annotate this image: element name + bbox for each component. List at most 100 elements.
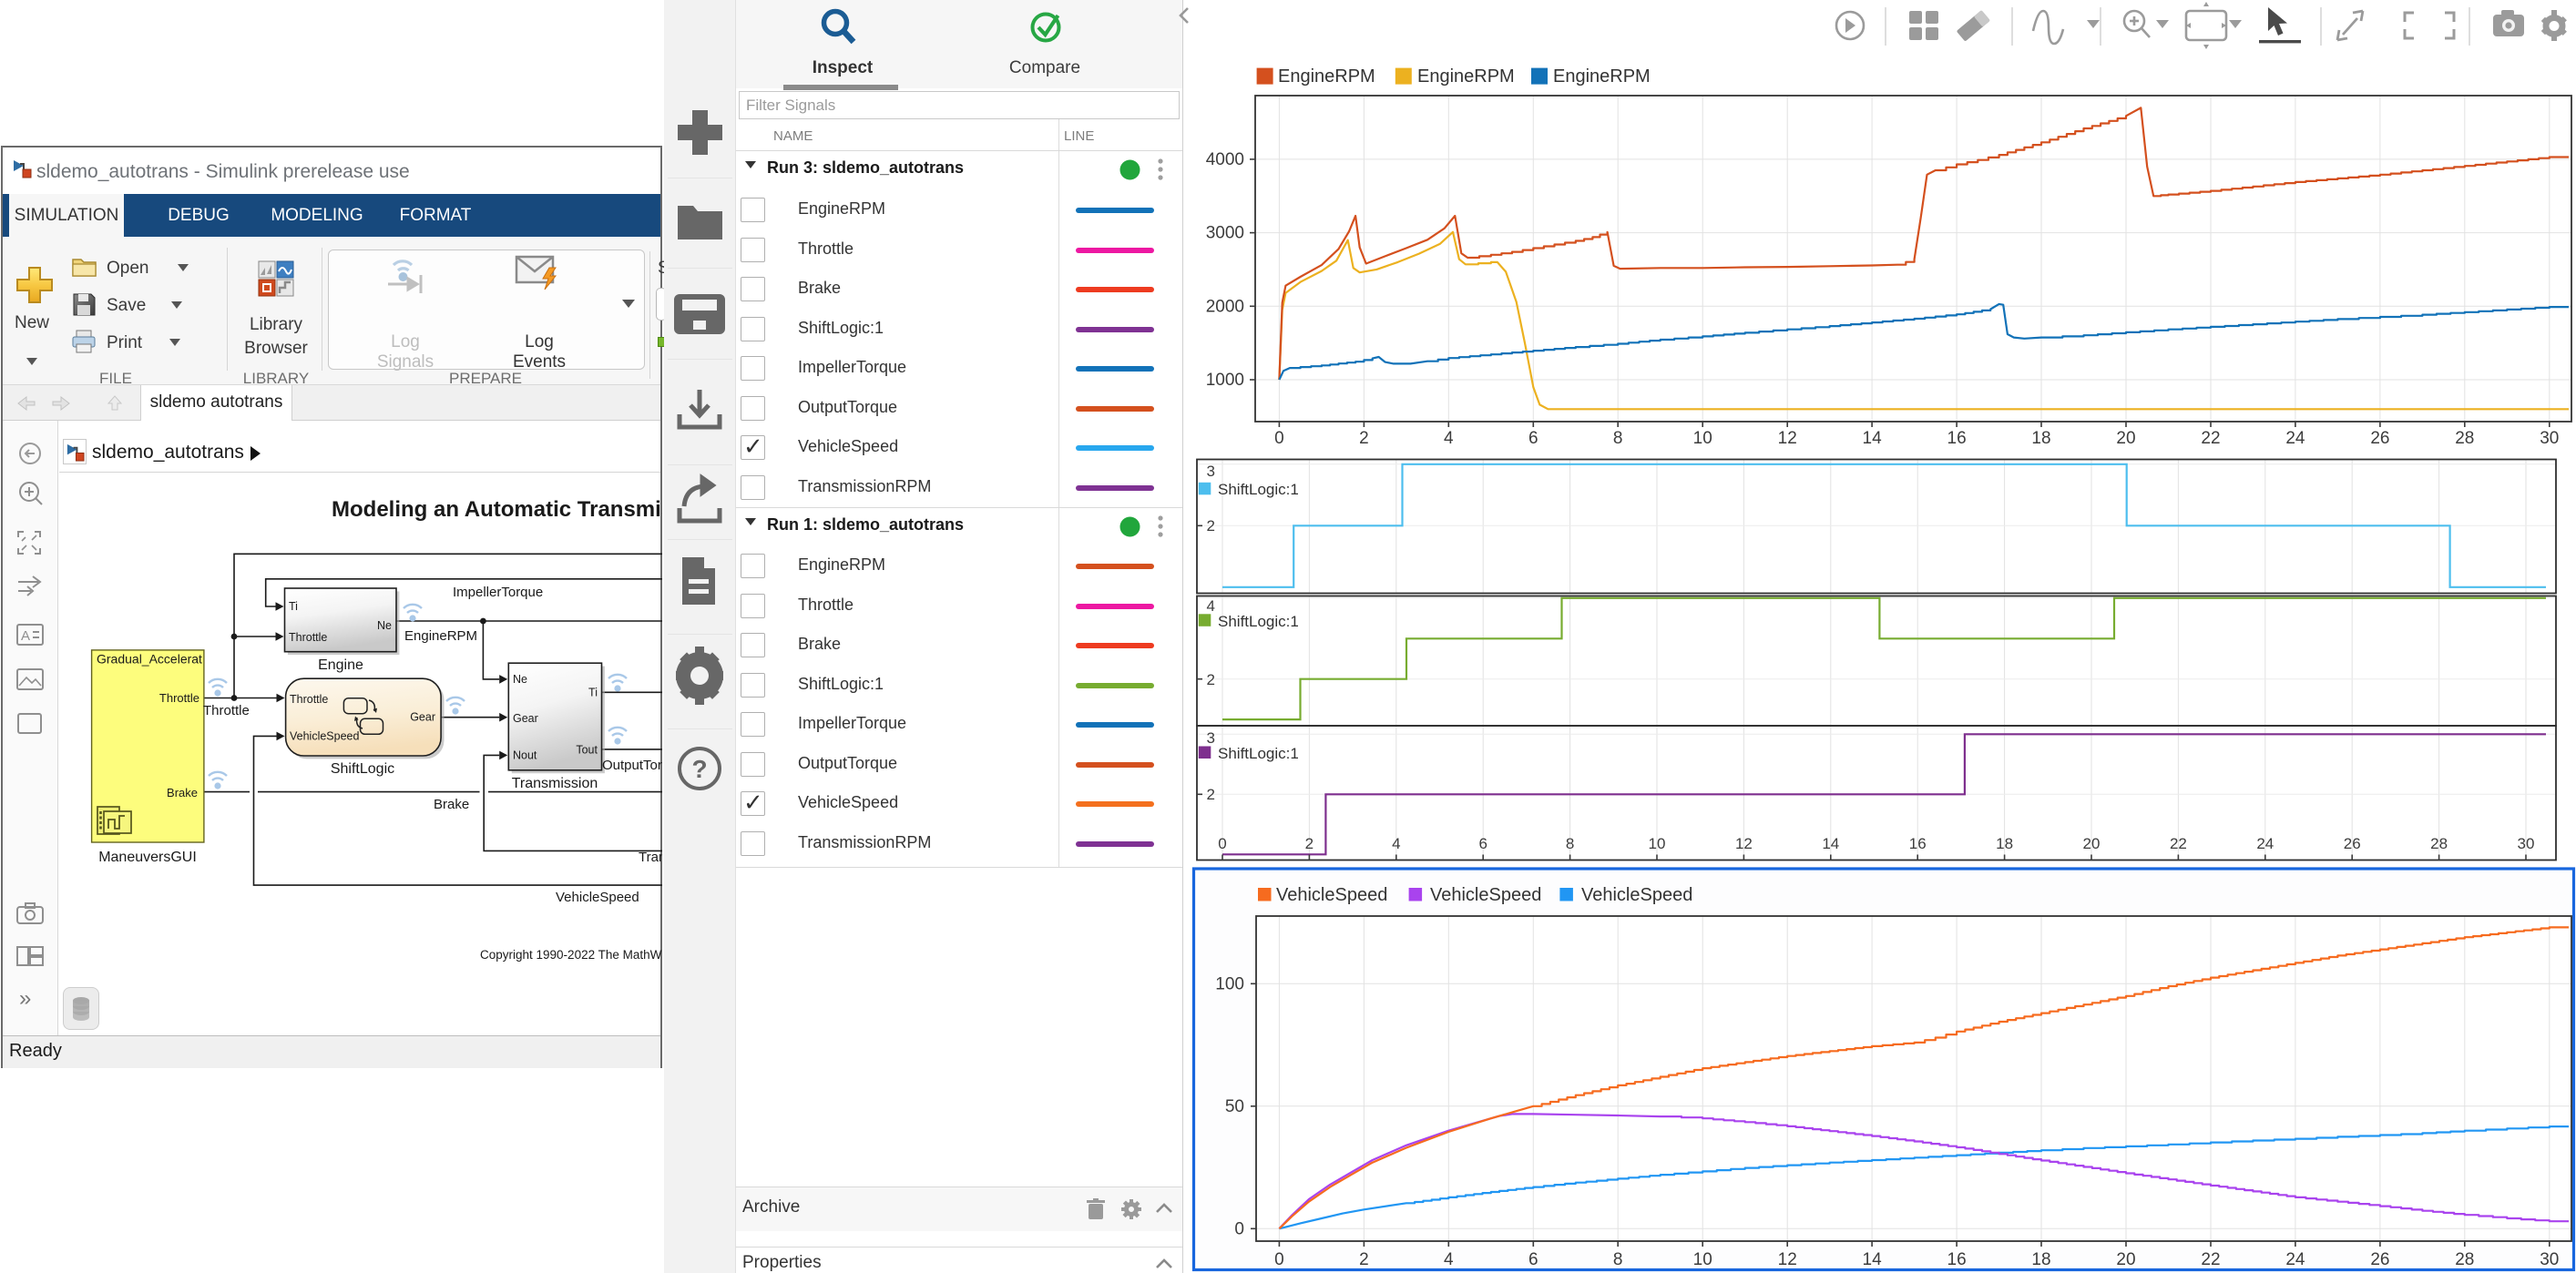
svg-text:VehicleSpeed: VehicleSpeed (556, 890, 639, 905)
svg-text:14: 14 (1863, 429, 1883, 448)
svg-text:Throttle: Throttle (159, 691, 199, 705)
svg-text:ImpellerTorque: ImpellerTorque (453, 585, 543, 600)
svg-text:2: 2 (1359, 429, 1369, 448)
svg-text:Modeling an Automatic Transmis: Modeling an Automatic Transmission (332, 497, 662, 522)
svg-text:Gear: Gear (410, 711, 435, 724)
svg-text:2: 2 (1359, 1250, 1369, 1269)
svg-text:2: 2 (1207, 786, 1215, 803)
svg-text:3000: 3000 (1206, 224, 1244, 243)
svg-text:Ne: Ne (513, 673, 527, 686)
svg-text:14: 14 (1863, 1250, 1883, 1269)
svg-text:4: 4 (1392, 835, 1400, 852)
svg-text:8: 8 (1566, 835, 1574, 852)
svg-text:Throttle: Throttle (290, 693, 328, 706)
svg-text:EngineRPM: EngineRPM (404, 628, 477, 644)
svg-text:4: 4 (1444, 1250, 1454, 1269)
svg-text:VehicleSpeed: VehicleSpeed (1581, 885, 1692, 905)
svg-text:20: 20 (2116, 1250, 2135, 1269)
svg-text:ShiftLogic:1: ShiftLogic:1 (1218, 745, 1299, 762)
svg-text:0: 0 (1274, 1250, 1284, 1269)
svg-text:Engine: Engine (318, 657, 363, 673)
svg-text:30: 30 (2518, 835, 2535, 852)
svg-text:6: 6 (1478, 835, 1487, 852)
svg-text:10: 10 (1693, 1250, 1712, 1269)
svg-text:ManeuversGUI: ManeuversGUI (98, 850, 197, 865)
svg-text:6: 6 (1528, 1250, 1538, 1269)
svg-text:28: 28 (2455, 429, 2474, 448)
svg-text:24: 24 (2256, 835, 2274, 852)
svg-text:16: 16 (1947, 429, 1967, 448)
svg-text:TransmissionRPM: TransmissionRPM (639, 850, 662, 865)
svg-text:18: 18 (2031, 429, 2050, 448)
svg-text:4: 4 (1444, 429, 1454, 448)
svg-text:12: 12 (1735, 835, 1753, 852)
svg-text:Brake: Brake (167, 786, 198, 799)
svg-text:Tout: Tout (576, 744, 598, 757)
svg-text:10: 10 (1649, 835, 1666, 852)
svg-text:30: 30 (2540, 1250, 2559, 1269)
svg-text:12: 12 (1778, 1250, 1797, 1269)
svg-text:Gear: Gear (513, 712, 538, 725)
svg-text:EngineRPM: EngineRPM (1278, 66, 1375, 87)
svg-text:28: 28 (2455, 1250, 2474, 1269)
svg-text:Throttle: Throttle (289, 631, 327, 644)
svg-text:8: 8 (1613, 429, 1623, 448)
svg-text:Throttle: Throttle (203, 703, 250, 718)
svg-text:EngineRPM: EngineRPM (1553, 66, 1651, 87)
svg-text:100: 100 (1215, 974, 1244, 993)
svg-text:20: 20 (2116, 429, 2135, 448)
svg-text:22: 22 (2201, 429, 2220, 448)
svg-text:Gradual_Accelerat: Gradual_Accelerat (97, 652, 202, 667)
svg-text:26: 26 (2370, 429, 2389, 448)
svg-text:3: 3 (1207, 729, 1215, 747)
svg-text:22: 22 (2170, 835, 2187, 852)
svg-text:24: 24 (2285, 429, 2305, 448)
svg-text:Ne: Ne (377, 619, 392, 632)
svg-text:2000: 2000 (1206, 297, 1244, 316)
svg-text:EngineRPM: EngineRPM (1417, 66, 1515, 87)
svg-text:Ti: Ti (588, 687, 598, 699)
svg-text:Copyright 1990-2022 The MathW: Copyright 1990-2022 The MathW (480, 948, 662, 962)
svg-text:14: 14 (1822, 835, 1839, 852)
svg-text:30: 30 (2540, 429, 2559, 448)
svg-text:VehicleSpeed: VehicleSpeed (290, 730, 360, 743)
svg-text:OutputTorque: OutputTorque (602, 758, 662, 773)
svg-text:20: 20 (2083, 835, 2101, 852)
svg-text:2: 2 (1305, 835, 1314, 852)
svg-text:22: 22 (2201, 1250, 2220, 1269)
svg-text:26: 26 (2370, 1250, 2389, 1269)
svg-text:Brake: Brake (434, 797, 469, 812)
svg-text:2: 2 (1207, 517, 1215, 535)
svg-text:16: 16 (1947, 1250, 1967, 1269)
svg-text:10: 10 (1693, 429, 1712, 448)
svg-text:VehicleSpeed: VehicleSpeed (1276, 885, 1387, 905)
svg-text:18: 18 (1996, 835, 2013, 852)
svg-text:12: 12 (1778, 429, 1797, 448)
svg-text:VehicleSpeed: VehicleSpeed (1430, 885, 1541, 905)
svg-text:4: 4 (1207, 597, 1215, 615)
svg-text:0: 0 (1274, 429, 1284, 448)
svg-text:Transmission: Transmission (512, 776, 598, 791)
svg-text:8: 8 (1613, 1250, 1623, 1269)
svg-text:0: 0 (1234, 1219, 1244, 1238)
svg-text:1000: 1000 (1206, 371, 1244, 390)
svg-text:24: 24 (2285, 1250, 2305, 1269)
svg-text:2: 2 (1207, 671, 1215, 688)
svg-text:6: 6 (1528, 429, 1538, 448)
svg-text:3: 3 (1207, 463, 1215, 480)
svg-text:16: 16 (1909, 835, 1927, 852)
svg-text:0: 0 (1218, 835, 1226, 852)
svg-text:ShiftLogic:1: ShiftLogic:1 (1218, 613, 1299, 630)
svg-text:28: 28 (2430, 835, 2448, 852)
svg-text:Ti: Ti (289, 600, 298, 613)
svg-text:26: 26 (2344, 835, 2361, 852)
svg-text:50: 50 (1225, 1097, 1244, 1116)
svg-text:4000: 4000 (1206, 150, 1244, 169)
svg-text:Nout: Nout (513, 749, 537, 762)
svg-text:18: 18 (2031, 1250, 2050, 1269)
svg-text:ShiftLogic:1: ShiftLogic:1 (1218, 481, 1299, 498)
svg-text:?: ? (691, 755, 707, 783)
svg-text:A: A (21, 628, 30, 644)
svg-text:»: » (19, 986, 31, 1011)
svg-text:ShiftLogic: ShiftLogic (331, 761, 394, 777)
